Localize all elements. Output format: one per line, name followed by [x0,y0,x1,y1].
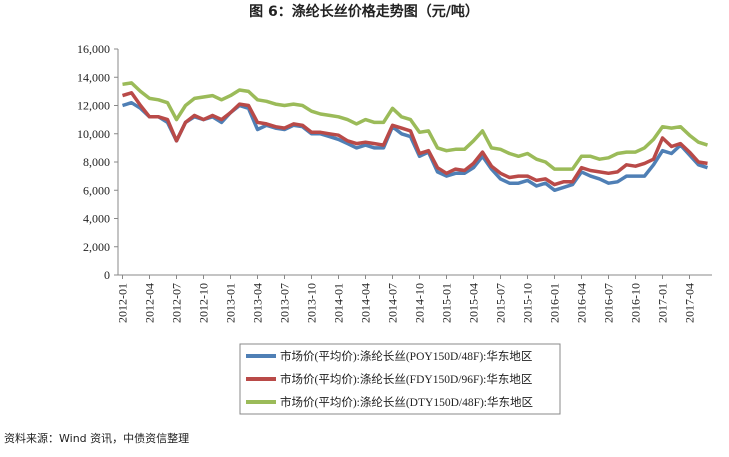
y-tick-label: 2,000 [83,240,110,254]
x-tick-label: 2017-01 [656,283,670,323]
x-tick-label: 2017-04 [683,283,697,323]
y-tick-label: 10,000 [77,127,110,141]
series-line [122,81,709,171]
y-tick-label: 6,000 [83,183,110,197]
chart-title: 图 6：涤纶长丝价格走势图（元/吨） [249,3,479,20]
x-tick-label: 2014-07 [386,283,400,323]
x-tick-label: 2012-01 [116,283,130,323]
legend-label: 市场价(平均价):涤纶长丝(DTY150D/48F):华东地区 [280,395,533,409]
x-tick-label: 2013-01 [224,283,238,323]
x-tick-label: 2016-04 [575,283,589,323]
y-tick-label: 0 [104,268,110,282]
legend-box [239,343,561,415]
x-tick-label: 2015-07 [494,283,508,323]
legend-label: 市场价(平均价):涤纶长丝(POY150D/48F):华东地区 [280,349,532,363]
x-tick-label: 2015-04 [467,283,481,323]
y-tick-label: 14,000 [77,70,110,84]
series-line [121,91,708,187]
x-tick-label: 2014-10 [413,283,427,323]
y-tick-label: 4,000 [83,212,110,226]
y-tick-label: 12,000 [77,99,110,113]
x-tick-label: 2014-04 [359,283,373,323]
x-tick-label: 2015-01 [440,283,454,323]
y-tick-label: 16,000 [77,42,110,56]
x-tick-label: 2013-07 [278,283,292,323]
x-tick-label: 2016-10 [629,283,643,323]
x-tick-label: 2014-01 [332,283,346,323]
y-tick-label: 8,000 [83,155,110,169]
x-tick-label: 2016-07 [602,283,616,323]
source-note: 资料来源：Wind 资讯，中债资信整理 [4,431,189,445]
x-tick-label: 2013-04 [251,283,265,323]
x-tick-label: 2015-10 [521,283,535,323]
x-tick-label: 2012-07 [170,283,184,323]
x-tick-label: 2016-01 [548,283,562,323]
x-tick-label: 2013-10 [305,283,319,323]
legend-label: 市场价(平均价):涤纶长丝(FDY150D/96F):华东地区 [280,372,532,386]
x-tick-label: 2012-10 [197,283,211,323]
x-tick-label: 2012-04 [143,283,157,323]
